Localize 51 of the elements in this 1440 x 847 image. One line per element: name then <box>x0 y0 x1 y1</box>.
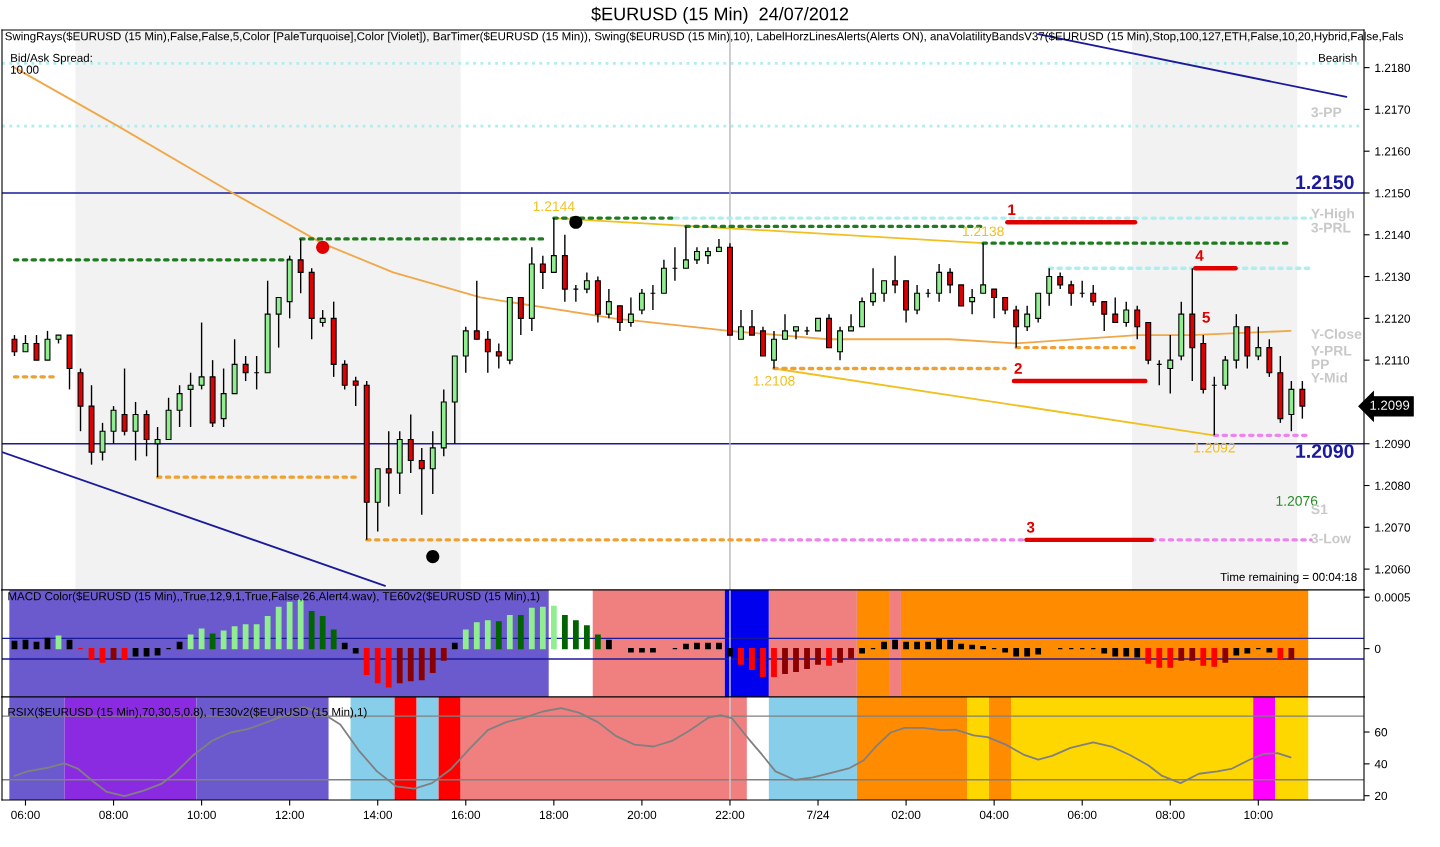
x-tick-label: 10:00 <box>1244 810 1273 820</box>
series-label: 4 <box>1195 250 1204 261</box>
chart-title: $EURUSD (15 Min) 24/07/2012 <box>591 6 849 24</box>
y-tick-label: 1.2140 <box>1375 230 1411 240</box>
y-tick-label: 1.2080 <box>1375 481 1411 490</box>
annotation: 1.2092 <box>1194 442 1235 453</box>
y-tick-label: 1.2160 <box>1375 147 1411 156</box>
series-label: 2 <box>1014 363 1022 374</box>
y-tick-label: 1.2060 <box>1375 565 1411 574</box>
annotation: Time remaining = 00:04:18 <box>1220 572 1357 584</box>
y-tick-label: 0 <box>1374 644 1381 654</box>
x-tick-label: 20:00 <box>627 810 657 820</box>
x-tick-label: 12:00 <box>275 810 304 820</box>
text: 1.2099 <box>1370 400 1410 410</box>
y-tick-label: 1.2090 <box>1375 439 1411 449</box>
x-tick-label: 14:00 <box>363 810 393 820</box>
ref-line-label: 1.2090 <box>1296 444 1354 459</box>
y-tick-label: 20 <box>1375 791 1388 801</box>
x-tick-label: 02:00 <box>891 810 921 820</box>
annotation: Bid/Ask Spread: <box>11 53 92 65</box>
y-tick-label: 40 <box>1374 759 1388 769</box>
ref-line-label: 1.2150 <box>1296 175 1354 190</box>
y-tick-label: 1.2070 <box>1375 523 1411 532</box>
y-tick-label: 1.2110 <box>1375 356 1410 365</box>
annotation: 1.2108 <box>753 375 795 386</box>
annotation: RSIX($EURUSD (15 Min),70,30,5,0.8), TE30v2($EURUSD (15 Min),1) <box>8 707 367 719</box>
y-tick-label: 1.2180 <box>1375 63 1411 73</box>
y-tick-label: 60 <box>1375 728 1388 737</box>
series-label: 1 <box>1008 204 1016 215</box>
x-tick-label: 08:00 <box>1155 810 1185 820</box>
x-tick-label: 06:00 <box>1067 810 1097 820</box>
x-tick-label: 22:00 <box>715 810 745 820</box>
annotation: S1 <box>1311 504 1328 515</box>
series-label: 3 <box>1026 521 1035 533</box>
y-tick-label: 1.2150 <box>1375 189 1411 198</box>
y-tick-label: 1.2170 <box>1375 105 1411 114</box>
x-tick-label: 08:00 <box>99 810 128 820</box>
x-tick-label: 10:00 <box>187 810 216 820</box>
annotation: 1.2076 <box>1276 495 1318 506</box>
x-tick-label: 04:00 <box>979 810 1009 820</box>
y-tick-label: 1.2120 <box>1375 314 1411 323</box>
x-tick-label: 18:00 <box>539 810 569 820</box>
y-tick-label: 0.0005 <box>1374 593 1411 602</box>
y-tick-label: 1.2130 <box>1375 272 1411 281</box>
annotation: 1.2138 <box>962 226 1004 237</box>
x-tick-label: 7/24 <box>807 810 830 820</box>
annotation: 1.2144 <box>533 201 575 212</box>
annotation: Bearish <box>1319 53 1357 62</box>
annotation: 5 <box>1202 312 1210 323</box>
x-tick-label: 16:00 <box>451 810 481 820</box>
x-tick-label: 06:00 <box>11 810 40 820</box>
